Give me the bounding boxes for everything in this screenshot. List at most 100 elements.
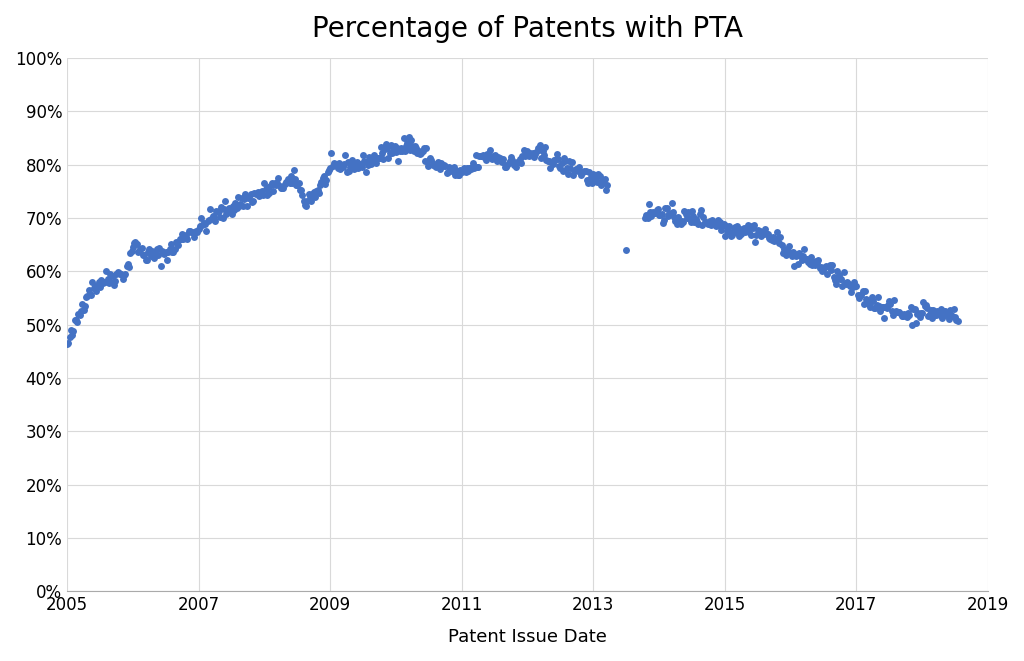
Point [432,164,449,175]
Point [803,252,819,262]
Point [523,149,540,159]
Point [929,305,945,316]
Point [856,299,872,309]
Point [539,155,555,166]
Point [949,315,966,326]
Point [932,310,948,321]
Point [562,163,579,173]
Point [809,258,825,268]
Point [810,255,826,266]
Point [253,186,269,197]
Point [395,133,412,143]
Point [329,159,345,170]
Point [701,215,718,226]
Point [287,173,303,184]
Point [202,204,218,214]
Point [670,212,686,222]
Point [341,166,357,176]
Point [845,282,861,293]
Point [695,212,712,222]
Point [637,213,653,223]
Point [103,277,120,288]
Point [163,239,179,249]
Point [487,154,504,165]
Point [59,338,76,349]
Point [490,152,507,163]
Point [228,203,245,214]
Point [470,162,486,173]
Point [255,190,271,200]
Point [158,247,174,257]
Point [377,144,393,155]
Point [362,159,379,169]
Point [587,175,603,186]
Point [324,147,340,158]
Point [314,173,331,183]
Point [120,258,136,269]
Point [776,244,793,254]
Point [345,159,361,169]
Point [675,217,691,228]
Point [402,135,419,145]
Point [679,213,695,223]
Point [346,164,362,175]
Point [485,152,502,163]
Point [767,233,783,244]
Point [687,214,703,224]
Point [814,266,830,276]
Point [750,224,766,235]
Point [449,165,465,176]
Point [454,167,470,177]
Point [831,274,848,285]
Point [864,296,881,307]
Point [119,260,135,271]
Point [396,145,413,156]
Point [400,132,417,143]
Point [307,191,324,202]
Point [707,218,723,229]
Point [289,180,305,190]
Point [842,281,858,292]
Point [841,279,857,290]
Point [578,166,594,176]
Point [555,165,571,176]
Point [227,198,244,208]
Point [542,163,558,173]
Point [461,163,477,173]
Point [260,182,276,192]
Point [573,167,590,177]
Point [654,218,671,229]
Point [480,151,497,162]
Point [294,190,310,200]
Point [302,191,318,202]
Point [800,256,816,267]
Point [919,302,935,313]
Point [923,305,939,315]
Point [407,141,423,151]
Point [105,280,122,290]
Point [514,151,530,161]
Point [450,169,466,180]
Point [62,325,79,335]
Point [481,145,498,155]
Point [259,190,275,200]
Point [759,229,775,239]
Point [568,163,585,174]
Point [551,161,567,172]
Point [453,165,469,175]
Point [793,251,809,262]
Point [660,208,677,218]
Point [416,143,432,153]
Point [138,255,155,266]
Point [191,221,208,231]
Point [381,148,397,159]
Point [494,156,510,167]
Point [509,157,525,167]
Point [725,223,741,233]
Point [408,143,424,153]
Point [389,143,406,153]
Point [319,167,336,177]
Point [271,181,288,192]
Point [130,247,146,258]
Point [437,161,454,171]
